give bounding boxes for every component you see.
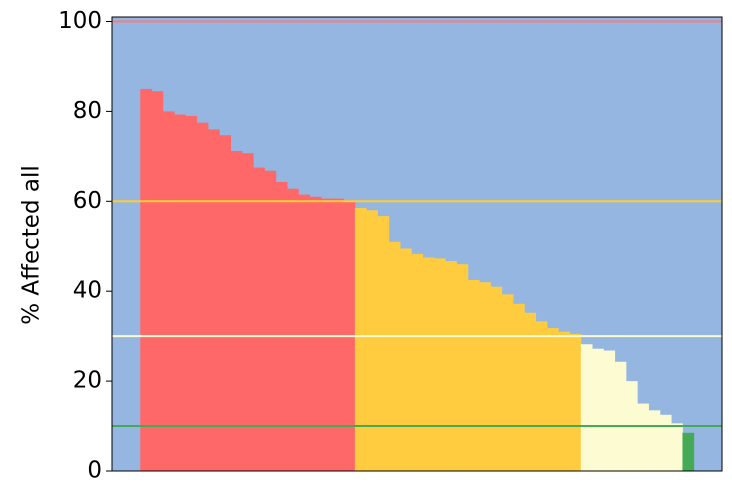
bar <box>524 312 537 471</box>
bar <box>535 321 548 471</box>
bar <box>219 135 232 472</box>
bar <box>558 331 570 471</box>
bar <box>648 410 661 471</box>
bar <box>241 153 254 471</box>
bar <box>513 303 525 471</box>
bar <box>659 414 672 471</box>
bar <box>140 88 152 472</box>
bar <box>162 111 175 471</box>
bar <box>433 258 446 471</box>
bar <box>253 167 265 471</box>
bar <box>614 361 627 471</box>
bar <box>287 188 299 472</box>
bar <box>208 129 220 472</box>
bar <box>230 150 243 472</box>
y-axis-label: % Affected all <box>19 165 45 325</box>
bar <box>580 344 593 471</box>
bar <box>501 294 514 471</box>
bar <box>411 253 424 471</box>
bar <box>467 279 480 471</box>
y-tick-label: 80 <box>73 98 102 124</box>
y-tick-label: 60 <box>73 188 102 214</box>
bar <box>320 198 333 471</box>
bar <box>174 114 186 471</box>
bar <box>479 282 491 471</box>
bar <box>388 241 401 471</box>
bar <box>671 423 683 471</box>
bar <box>546 328 559 471</box>
y-tick-label: 100 <box>58 8 102 34</box>
bar <box>682 432 695 471</box>
bar <box>569 333 582 471</box>
bar <box>332 198 344 471</box>
y-tick-label: 0 <box>87 458 102 484</box>
bar <box>456 264 469 471</box>
bar <box>490 286 503 471</box>
bar <box>592 348 604 471</box>
bar <box>354 208 367 471</box>
bar <box>185 115 198 472</box>
bar <box>400 248 412 471</box>
bar <box>264 170 277 471</box>
bar <box>603 350 616 471</box>
y-tick-label: 20 <box>73 368 102 394</box>
bar <box>196 122 209 471</box>
bar <box>309 196 322 471</box>
bar <box>445 261 457 471</box>
y-tick-label: 40 <box>73 278 102 304</box>
bar <box>275 181 288 471</box>
plot-frame <box>111 16 723 472</box>
bar <box>151 91 164 471</box>
bar <box>366 210 378 472</box>
bar <box>422 257 435 471</box>
bar <box>637 403 649 471</box>
bar <box>377 216 390 471</box>
bar <box>298 194 311 472</box>
